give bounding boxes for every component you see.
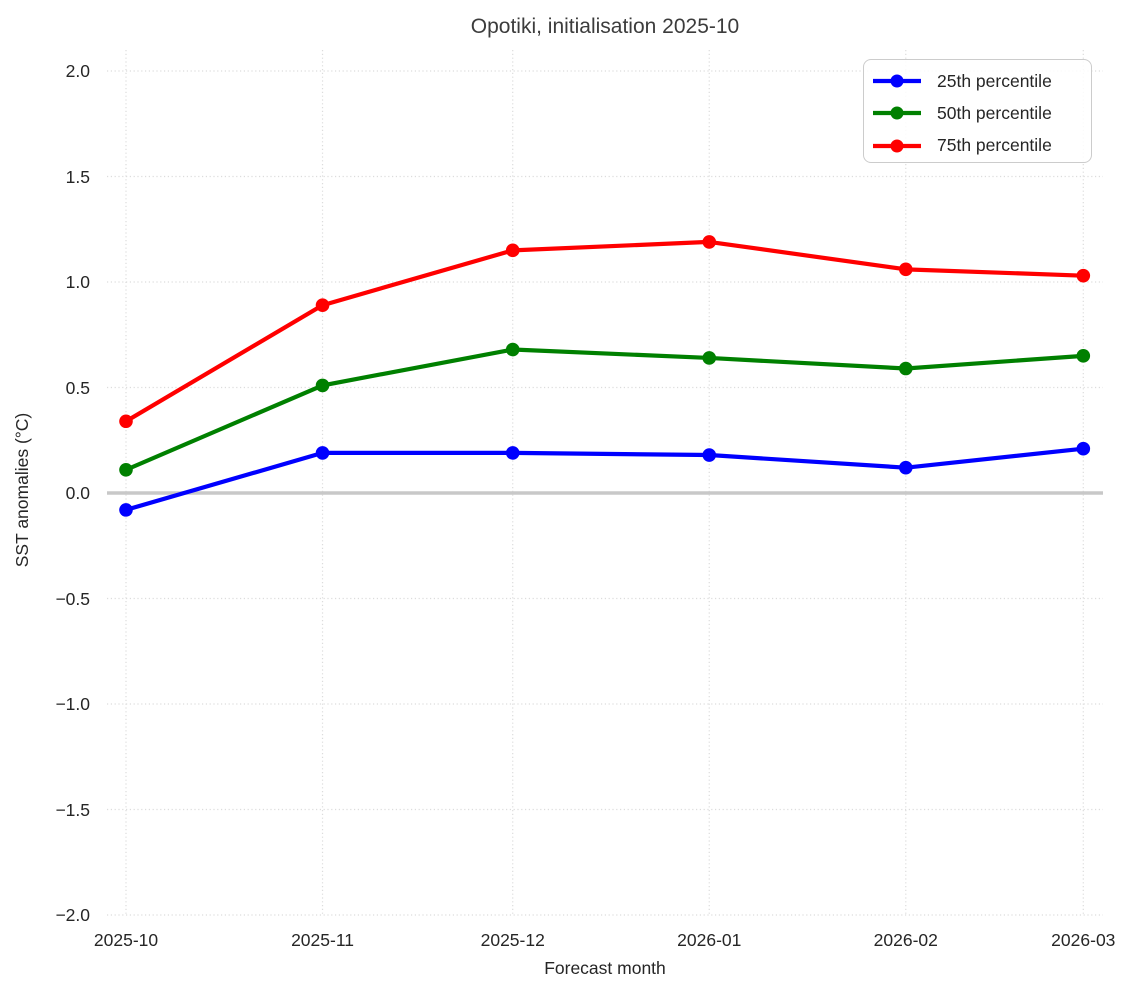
data-point-marker (702, 235, 717, 249)
data-point-marker (898, 262, 913, 277)
y-tick-label: 1.5 (65, 166, 90, 187)
legend: 25th percentile 50th percentile 75th per… (863, 59, 1092, 163)
series-line-25th-percentile (123, 446, 1086, 512)
legend-item-50th-percentile: 50th percentile (871, 97, 1091, 129)
data-point-marker (505, 446, 520, 460)
y-tick-label: 0.0 (65, 483, 90, 503)
y-tick-label: 0.5 (65, 377, 90, 398)
data-point-marker (119, 462, 133, 477)
x-tick-label: 2026-01 (677, 930, 742, 950)
y-tick-label: −0.5 (55, 588, 90, 609)
legend-line-marker-icon (873, 139, 921, 153)
legend-label: 75th percentile (937, 135, 1052, 156)
x-axis-label: Forecast month (544, 958, 666, 978)
y-axis-label: SST anomalies (°C) (12, 412, 32, 568)
legend-item-75th-percentile: 75th percentile (871, 130, 1091, 162)
data-point-marker (505, 243, 520, 258)
data-point-marker (1076, 441, 1091, 456)
data-point-marker (898, 460, 913, 475)
legend-label: 50th percentile (937, 102, 1052, 123)
data-point-marker (1076, 268, 1091, 283)
x-tick-label: 2025-11 (291, 930, 354, 950)
y-tick-label: −1.5 (55, 799, 90, 820)
series-line-75th-percentile (123, 239, 1086, 424)
data-point-marker (119, 503, 133, 517)
legend-item-25th-percentile: 25th percentile (871, 65, 1091, 97)
data-point-marker (119, 414, 133, 429)
legend-label: 25th percentile (937, 70, 1052, 91)
chart-title: Opotiki, initialisation 2025-10 (470, 15, 740, 38)
data-point-marker (315, 298, 330, 313)
y-tick-label: −2.0 (55, 905, 90, 925)
data-point-marker (315, 446, 330, 460)
data-point-marker (1076, 349, 1091, 363)
y-tick-label: 1.0 (65, 272, 90, 292)
data-point-marker (702, 351, 717, 365)
legend-line-marker-icon (873, 106, 921, 120)
x-tick-label: 2025-12 (480, 930, 545, 950)
x-tick-label: 2026-02 (873, 930, 938, 950)
series-line-50th-percentile (123, 347, 1086, 472)
data-point-marker (898, 361, 913, 376)
data-point-marker (505, 342, 520, 357)
legend-line-marker-icon (873, 74, 921, 88)
data-point-marker (702, 448, 717, 462)
x-tick-label: 2026-03 (1051, 930, 1116, 950)
data-point-marker (315, 378, 330, 393)
y-tick-label: 2.0 (65, 61, 90, 81)
x-tick-label: 2025-10 (93, 930, 159, 950)
y-tick-label: −1.0 (55, 694, 90, 714)
